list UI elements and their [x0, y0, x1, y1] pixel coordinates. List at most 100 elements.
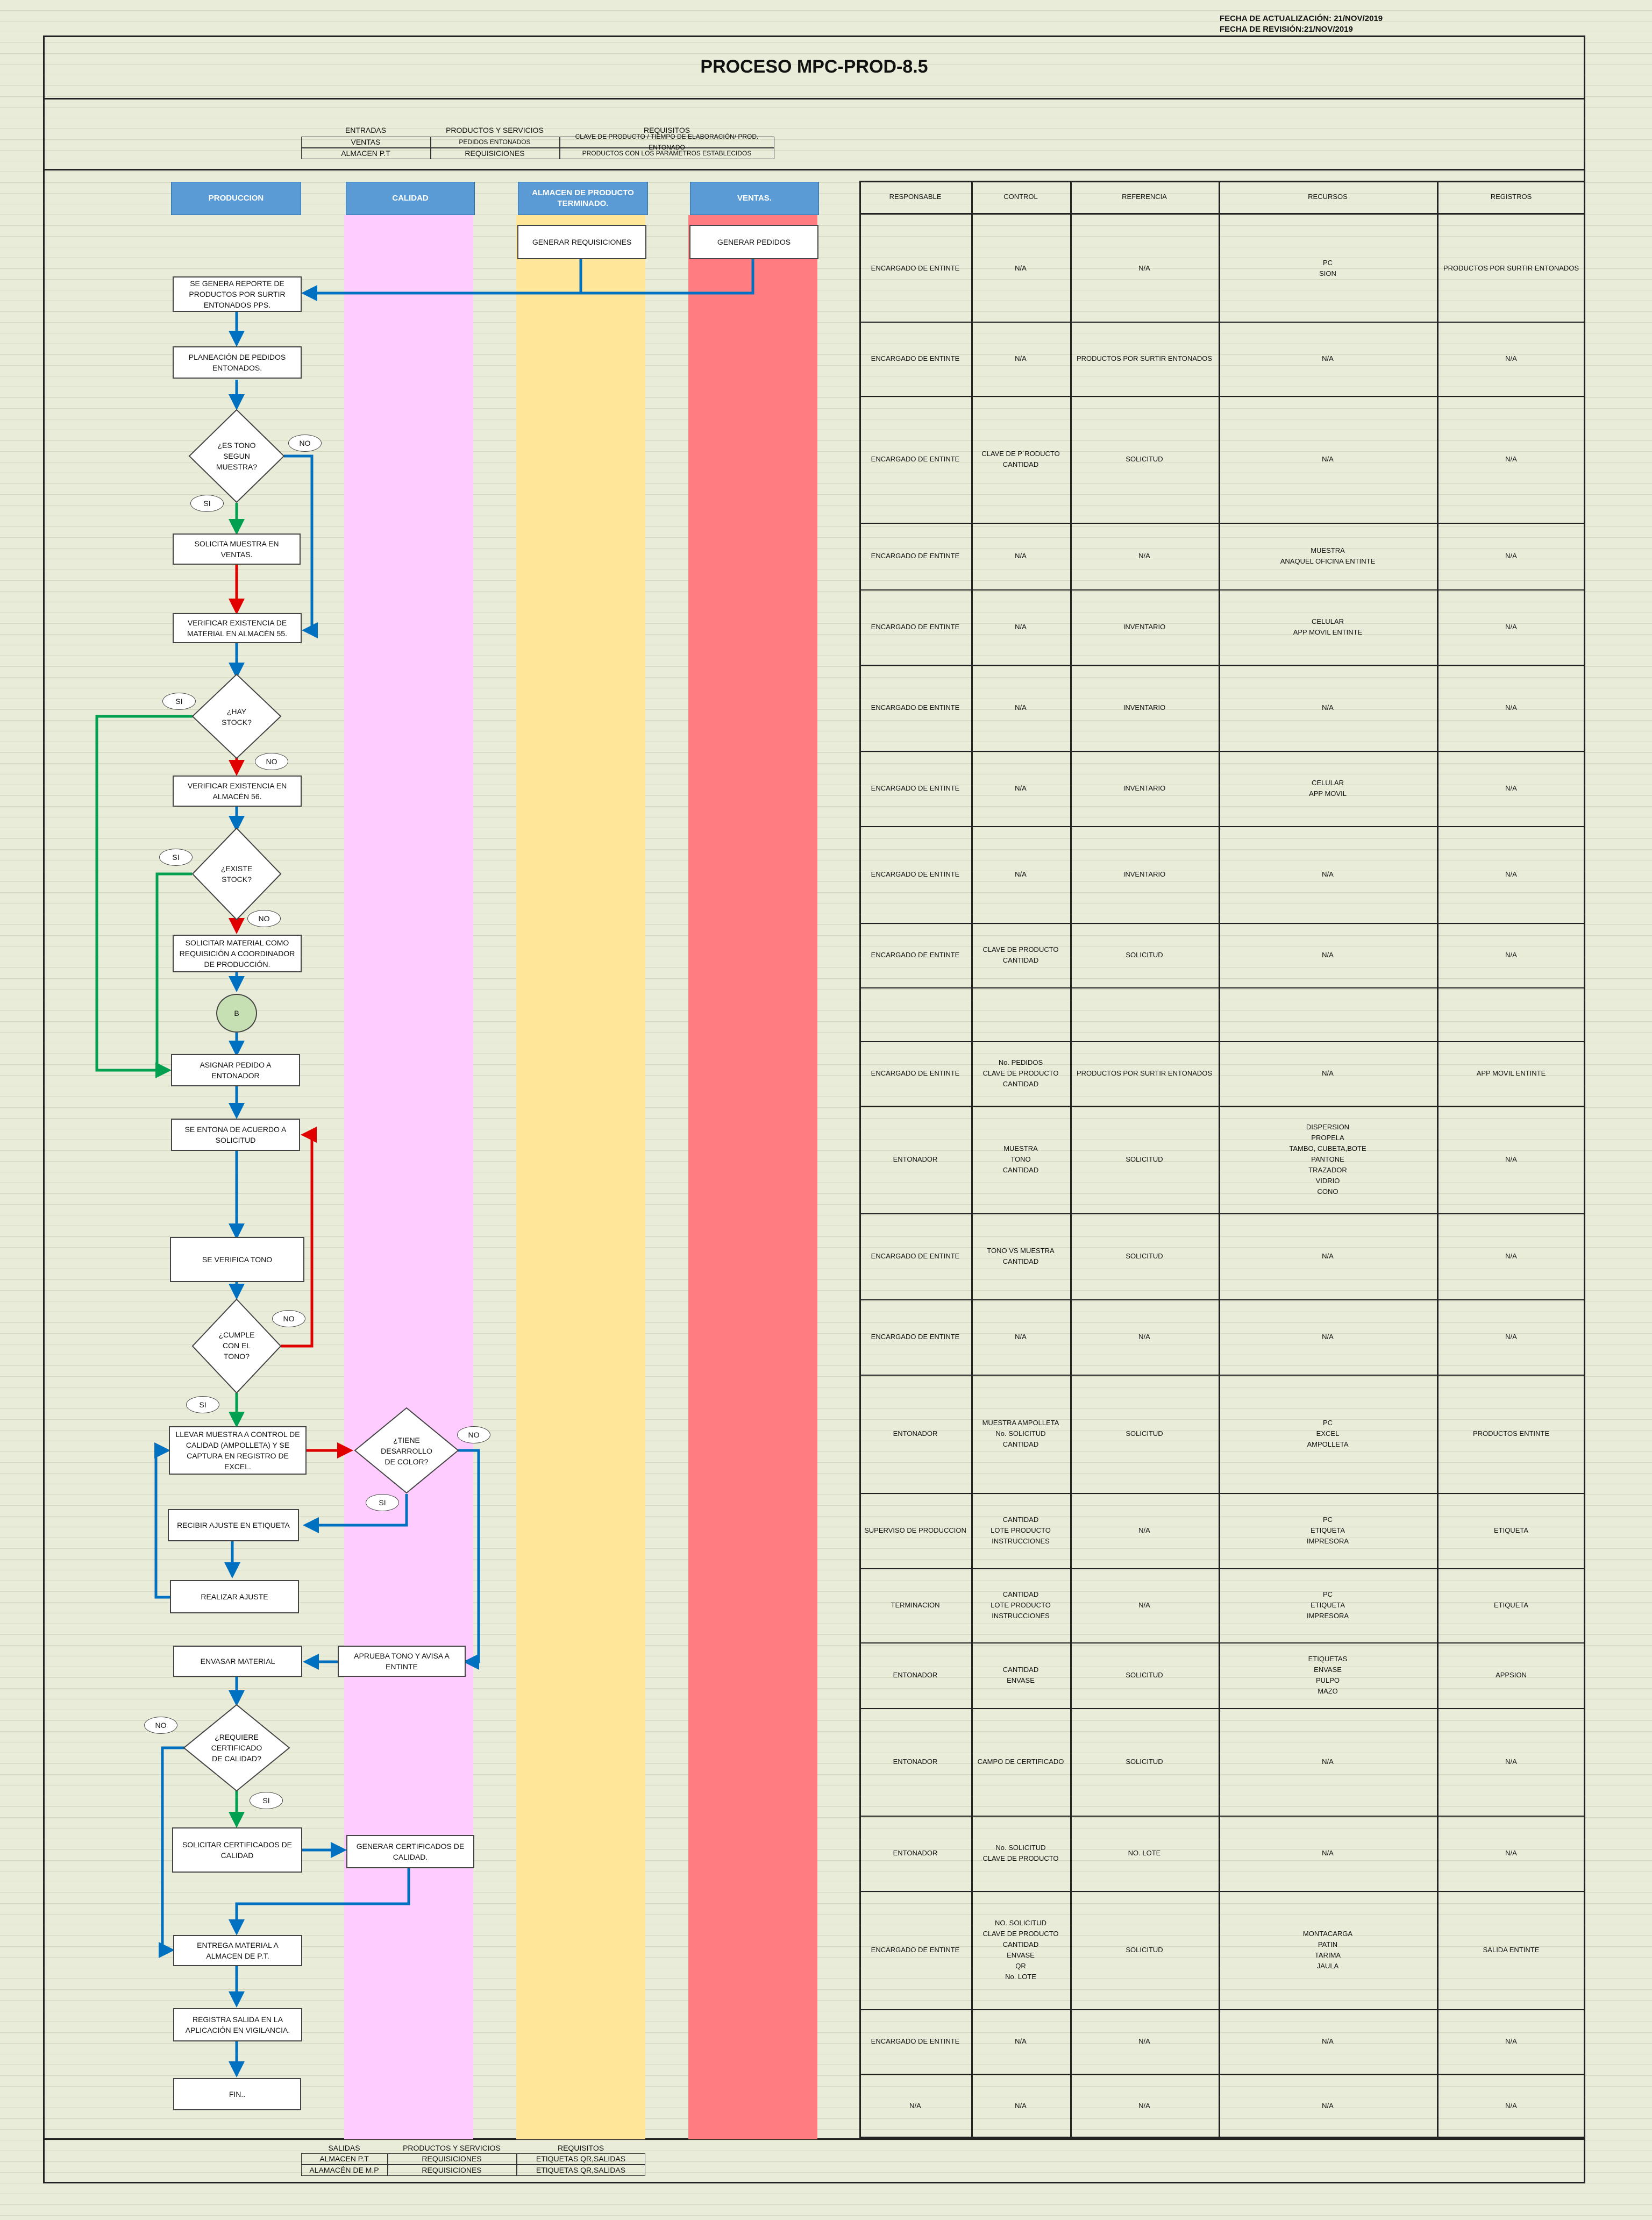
table-cell: N/A [1505, 1849, 1517, 1857]
table-row-line [859, 1106, 1585, 1107]
table-cell: APP MOVIL ENTINTE [1476, 1069, 1546, 1077]
label-no: NO [272, 1310, 305, 1327]
table-cell: MONTACARGA PATIN TARIMA JAULA [1302, 1930, 1353, 1970]
table-cell: SOLICITUD [1126, 1671, 1163, 1679]
table-cell: ENCARGADO DE ENTINTE [871, 784, 960, 792]
table-row-line [859, 1375, 1585, 1376]
inputs-header-1: ENTRADAS [345, 126, 387, 134]
decision-tono-shape [188, 409, 285, 503]
table-cell: N/A [1138, 2102, 1150, 2110]
decision-existe-text: ¿EXISTE STOCK? [220, 864, 253, 884]
outputs-cell: ETIQUETAS QR,SALIDAS [536, 2166, 626, 2174]
table-cell [1070, 987, 1219, 1041]
table-cell: N/A [1138, 1526, 1150, 1534]
table-cell: INVENTARIO [1123, 703, 1166, 711]
table-row-line [859, 1816, 1585, 1817]
table-cell: CAMPO DE CERTIFICADO [977, 1757, 1064, 1766]
entrega-box: ENTREGA MATERIAL A ALMACEN DE P.T. [173, 1935, 302, 1966]
table-cell: No. SOLICITUD CLAVE DE PRODUCTO [982, 1844, 1059, 1862]
lane-ventas [688, 215, 817, 2139]
outputs-header-3: REQUISITOS [557, 2144, 604, 2152]
table-cell: ENCARGADO DE ENTINTE [871, 354, 960, 362]
solicita-muestra-box: SOLICITA MUESTRA EN VENTAS. [173, 533, 301, 565]
table-row-line [859, 1041, 1585, 1042]
table-cell: N/A [1322, 354, 1334, 362]
label-si: SI [159, 849, 193, 866]
table-cell: ETIQUETA [1493, 1601, 1529, 1609]
envasar-box: ENVASAR MATERIAL [173, 1646, 302, 1677]
table-cell: TONO VS MUESTRA CANTIDAD [987, 1247, 1055, 1265]
lane-almacen [516, 215, 645, 2139]
table-cell: ENCARGADO DE ENTINTE [871, 1069, 960, 1077]
table-header-referencia: REFERENCIA [1122, 193, 1167, 201]
inputs-cell: PRODUCTOS CON LOS PARAMETROS ESTABLECIDO… [582, 150, 752, 157]
lane-calidad [344, 215, 473, 2139]
table-cell: ENCARGADO DE ENTINTE [871, 703, 960, 711]
table-cell: N/A [1138, 552, 1150, 560]
table-cell: PC SION [1319, 258, 1336, 278]
table-cell: ENTONADOR [893, 1429, 938, 1438]
table-cell: N/A [1015, 2037, 1027, 2045]
label-no: NO [144, 1717, 177, 1734]
outputs-header-1: SALIDAS [328, 2144, 360, 2152]
table-row-line [859, 1708, 1585, 1709]
table-cell: ENCARGADO DE ENTINTE [871, 552, 960, 560]
table-row-line [859, 1568, 1585, 1569]
label-no: NO [247, 910, 281, 927]
table-cell: N/A [1015, 552, 1027, 560]
decision-certificado-text: ¿REQUIERE CERTIFICADO DE CALIDAD? [211, 1733, 262, 1763]
table-cell: N/A [1138, 264, 1150, 272]
table-cell: ETIQUETAS ENVASE PULPO MAZO [1308, 1655, 1348, 1695]
table-column-line [1070, 181, 1072, 2138]
outputs-grid-line [516, 2153, 517, 2176]
table-cell: ENCARGADO DE ENTINTE [871, 264, 960, 272]
table-column-line [1219, 181, 1220, 2138]
table-cell: ENTONADOR [893, 1671, 938, 1679]
table-cell: N/A [1322, 2037, 1334, 2045]
table-header-control: CONTROL [1003, 193, 1038, 201]
table-cell: N/A [1015, 784, 1027, 792]
table-cell: DISPERSION PROPELA TAMBO, CUBETA,BOTE PA… [1289, 1123, 1366, 1196]
table-cell: N/A [1015, 264, 1027, 272]
table-cell: APPSION [1496, 1671, 1527, 1679]
page-title: PROCESO MPC-PROD-8.5 [700, 56, 928, 77]
table-cell: ENTONADOR [893, 1849, 938, 1857]
decision-stock-shape [191, 673, 282, 759]
table-cell: N/A [1505, 354, 1517, 362]
table-cell: CANTIDAD LOTE PRODUCTO INSTRUCCIONES [991, 1590, 1051, 1620]
table-header-registros: REGISTROS [1490, 193, 1532, 201]
label-no: NO [457, 1426, 490, 1443]
table-cell: N/A [1505, 455, 1517, 463]
table-row-line [859, 826, 1585, 827]
outputs-cell: REQUISICIONES [422, 2154, 482, 2163]
table-cell: MUESTRA TONO CANTIDAD [1002, 1144, 1039, 1174]
inputs-cell: ALMACEN P.T [341, 149, 390, 158]
table-cell [859, 987, 971, 1041]
solicitar-material-box: SOLICITAR MATERIAL COMO REQUISICIÓN A CO… [173, 935, 302, 972]
table-cell: CLAVE DE PRODUCTO CANTIDAD [982, 945, 1059, 964]
asignar-box: ASIGNAR PEDIDO A ENTONADOR [171, 1054, 300, 1086]
decision-cumple-text: ¿CUMPLE CON EL TONO? [218, 1330, 255, 1361]
table-cell: PRODUCTOS ENTINTE [1472, 1429, 1550, 1438]
table-cell [1219, 987, 1437, 1041]
table-cell: CLAVE DE P´RODUCTO CANTIDAD [981, 450, 1060, 468]
table-cell: N/A [1505, 951, 1517, 959]
table-row-line [859, 923, 1585, 924]
table-column-line [971, 181, 973, 2138]
table-cell: N/A [1015, 623, 1027, 631]
fin-box: FIN.. [173, 2078, 301, 2110]
table-cell: PRODUCTOS POR SURTIR ENTONADOS [1076, 354, 1213, 362]
table-cell: PC ETIQUETA IMPRESORA [1306, 1515, 1349, 1545]
table-cell [971, 987, 1070, 1041]
table-cell: NO. LOTE [1128, 1849, 1161, 1857]
inputs-grid-line [559, 137, 560, 159]
table-cell: N/A [1015, 2102, 1027, 2110]
entona-box: SE ENTONA DE ACUERDO A SOLICITUD [171, 1119, 300, 1151]
table-cell: INVENTARIO [1123, 784, 1166, 792]
label-si: SI [186, 1396, 219, 1413]
table-cell: ENCARGADO DE ENTINTE [871, 951, 960, 959]
outputs-cell: ETIQUETAS QR,SALIDAS [536, 2154, 626, 2163]
table-cell: N/A [1505, 2102, 1517, 2110]
table-cell: N/A [1322, 1849, 1334, 1857]
table-row-line [859, 322, 1585, 323]
